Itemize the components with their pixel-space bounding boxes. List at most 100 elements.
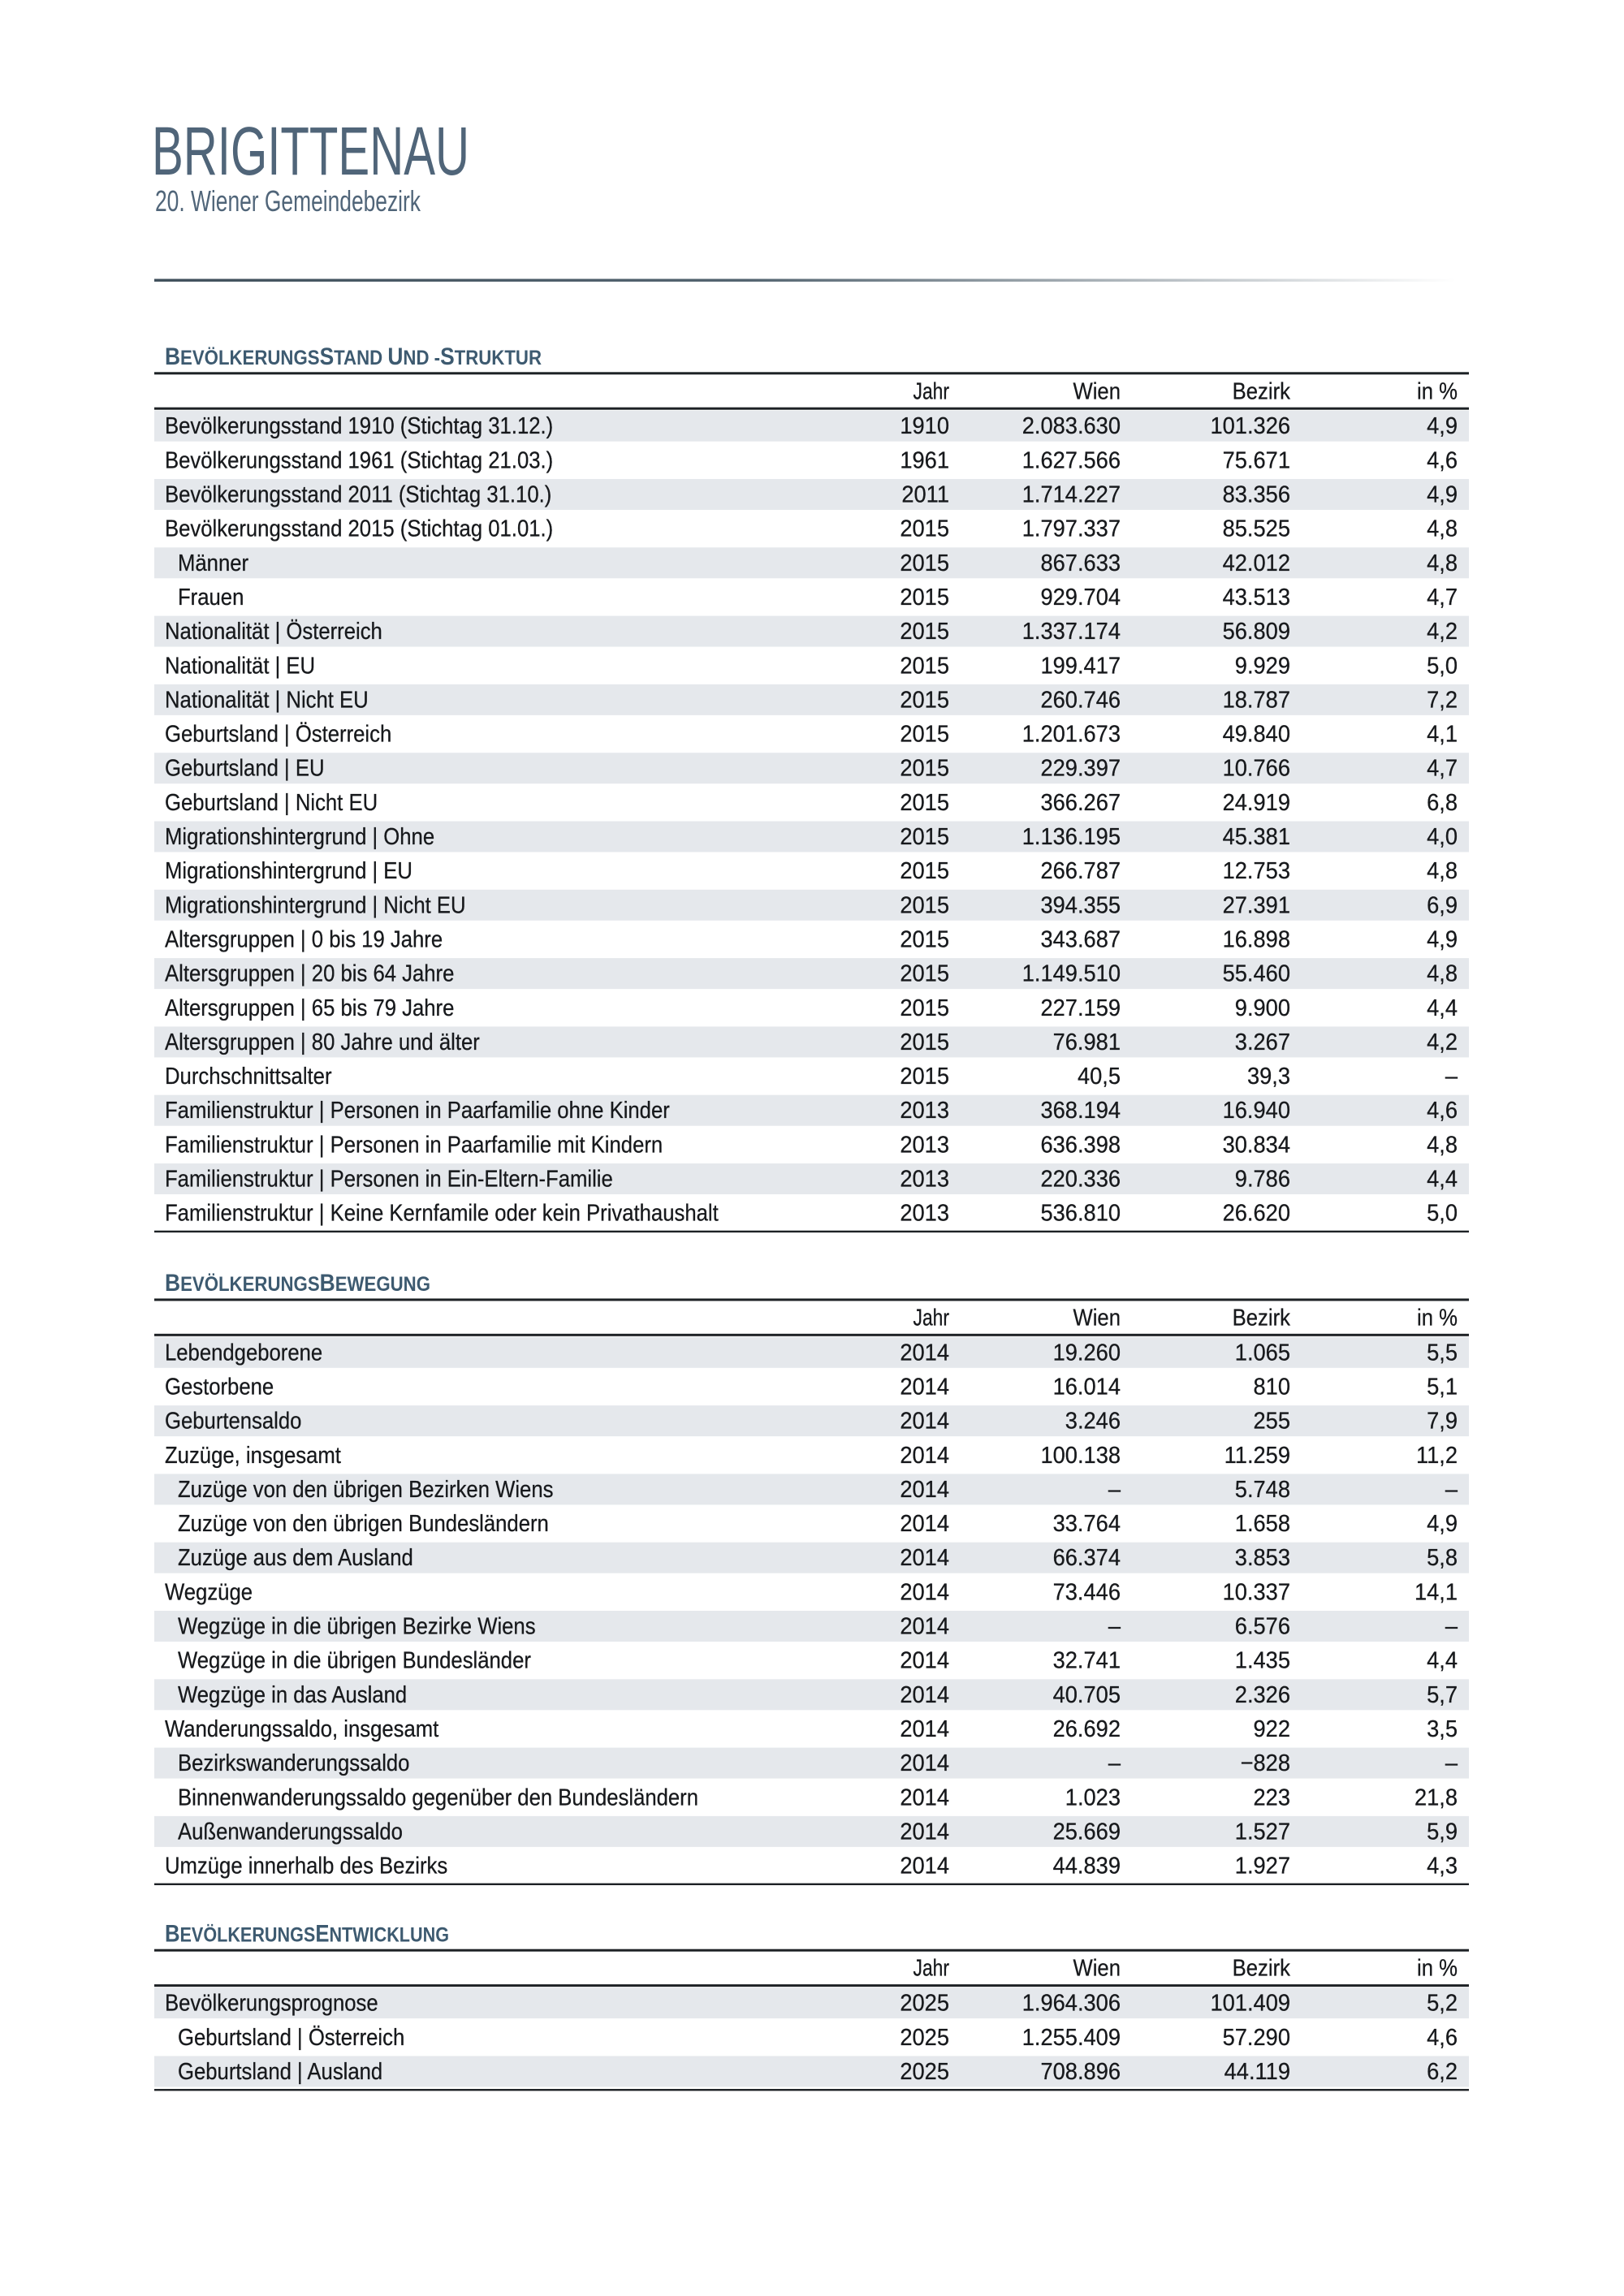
svg-text:Bezirk: Bezirk (1233, 1305, 1291, 1331)
svg-text:Familienstruktur | Keine Kernf: Familienstruktur | Keine Kernfamile oder… (165, 1201, 719, 1227)
svg-text:1910: 1910 (900, 413, 949, 439)
svg-text:–: – (1108, 1477, 1121, 1503)
svg-text:–: – (1108, 1750, 1121, 1776)
svg-text:Migrationshintergrund | Ohne: Migrationshintergrund | Ohne (165, 824, 434, 850)
svg-text:49.840: 49.840 (1223, 722, 1290, 748)
svg-text:2014: 2014 (900, 1750, 949, 1776)
svg-text:636.398: 636.398 (1041, 1132, 1121, 1158)
svg-text:2015: 2015 (900, 1064, 949, 1090)
svg-text:Geburtsland | EU: Geburtsland | EU (165, 756, 324, 782)
svg-text:Familienstruktur | Personen in: Familienstruktur | Personen in Paarfamil… (165, 1098, 670, 1124)
svg-text:2013: 2013 (900, 1201, 949, 1227)
svg-text:Altersgruppen | 0 bis 19 Jahre: Altersgruppen | 0 bis 19 Jahre (165, 926, 443, 952)
svg-text:4,8: 4,8 (1427, 961, 1458, 987)
svg-text:–: – (1445, 1614, 1458, 1640)
svg-text:2014: 2014 (900, 1854, 949, 1880)
svg-text:40,5: 40,5 (1078, 1064, 1121, 1090)
svg-text:4,1: 4,1 (1427, 722, 1458, 748)
svg-text:Altersgruppen | 65 bis 79 Jahr: Altersgruppen | 65 bis 79 Jahre (165, 995, 454, 1021)
svg-text:1961: 1961 (900, 447, 949, 473)
svg-text:4,2: 4,2 (1427, 619, 1458, 645)
svg-text:Bezirk: Bezirk (1233, 378, 1291, 404)
svg-text:227.159: 227.159 (1041, 995, 1121, 1021)
svg-text:1.527: 1.527 (1235, 1819, 1290, 1845)
svg-text:2013: 2013 (900, 1167, 949, 1193)
svg-text:3.246: 3.246 (1065, 1409, 1121, 1435)
svg-text:266.787: 266.787 (1041, 858, 1121, 884)
svg-text:2014: 2014 (900, 1374, 949, 1400)
svg-text:Migrationshintergrund | EU: Migrationshintergrund | EU (165, 858, 412, 884)
svg-text:Nationalität | Österreich: Nationalität | Österreich (165, 619, 382, 645)
svg-text:16.940: 16.940 (1223, 1098, 1290, 1124)
svg-text:5,9: 5,9 (1427, 1819, 1458, 1845)
svg-text:4,8: 4,8 (1427, 1132, 1458, 1158)
svg-text:2015: 2015 (900, 961, 949, 987)
svg-text:66.374: 66.374 (1053, 1545, 1121, 1571)
svg-text:Männer: Männer (178, 550, 248, 576)
svg-text:11.259: 11.259 (1224, 1443, 1290, 1469)
svg-text:2025: 2025 (900, 2059, 949, 2085)
svg-text:2014: 2014 (900, 1340, 949, 1366)
svg-text:Wegzüge in die übrigen Bundesl: Wegzüge in die übrigen Bundesländer (178, 1648, 531, 1674)
svg-text:199.417: 199.417 (1041, 653, 1121, 679)
svg-text:2.326: 2.326 (1235, 1682, 1290, 1708)
svg-text:Bevölkerungsstand 1961 (Sticht: Bevölkerungsstand 1961 (Stichtag 21.03.) (165, 447, 553, 473)
svg-text:260.746: 260.746 (1041, 687, 1121, 713)
svg-text:in %: in % (1417, 378, 1458, 404)
svg-text:39,3: 39,3 (1247, 1064, 1290, 1090)
svg-text:19.260: 19.260 (1053, 1340, 1121, 1366)
svg-text:BEVÖLKERUNGSSTAND UND -STRUKTU: BEVÖLKERUNGSSTAND UND -STRUKTUR (165, 343, 542, 370)
svg-text:11,2: 11,2 (1416, 1443, 1458, 1469)
svg-text:708.896: 708.896 (1041, 2059, 1121, 2085)
svg-text:25.669: 25.669 (1053, 1819, 1121, 1845)
svg-text:4,6: 4,6 (1427, 447, 1458, 473)
svg-text:3.853: 3.853 (1235, 1545, 1290, 1571)
svg-text:2014: 2014 (900, 1443, 949, 1469)
svg-text:26.620: 26.620 (1223, 1201, 1290, 1227)
svg-text:1.627.566: 1.627.566 (1022, 447, 1121, 473)
svg-text:Wegzüge in das Ausland: Wegzüge in das Ausland (178, 1682, 407, 1708)
svg-text:30.834: 30.834 (1223, 1132, 1290, 1158)
svg-text:1.435: 1.435 (1235, 1648, 1290, 1674)
svg-text:Jahr: Jahr (914, 1956, 950, 1982)
svg-text:2015: 2015 (900, 619, 949, 645)
svg-text:2015: 2015 (900, 926, 949, 952)
svg-text:229.397: 229.397 (1041, 756, 1121, 782)
svg-text:Wegzüge in die übrigen Bezirke: Wegzüge in die übrigen Bezirke Wiens (178, 1614, 536, 1640)
svg-text:Wien: Wien (1073, 378, 1121, 404)
svg-text:4,6: 4,6 (1427, 1098, 1458, 1124)
svg-text:Frauen: Frauen (178, 585, 244, 611)
svg-text:7,2: 7,2 (1427, 687, 1458, 713)
svg-text:Wien: Wien (1073, 1956, 1121, 1982)
svg-text:21,8: 21,8 (1415, 1785, 1458, 1810)
svg-text:4,3: 4,3 (1427, 1854, 1458, 1880)
svg-text:220.336: 220.336 (1041, 1167, 1121, 1193)
svg-text:2014: 2014 (900, 1409, 949, 1435)
svg-text:BEVÖLKERUNGSBEWEGUNG: BEVÖLKERUNGSBEWEGUNG (165, 1270, 430, 1297)
svg-text:1.255.409: 1.255.409 (1022, 2025, 1121, 2051)
svg-text:2015: 2015 (900, 790, 949, 816)
svg-text:Zuzüge aus dem Ausland: Zuzüge aus dem Ausland (178, 1545, 413, 1571)
svg-text:4,8: 4,8 (1427, 858, 1458, 884)
svg-text:BRIGITTENAU: BRIGITTENAU (152, 113, 469, 189)
svg-text:−828: −828 (1241, 1750, 1290, 1776)
svg-text:255: 255 (1254, 1409, 1290, 1435)
svg-text:4,9: 4,9 (1427, 482, 1458, 508)
svg-text:922: 922 (1254, 1716, 1290, 1742)
svg-text:536.810: 536.810 (1041, 1201, 1121, 1227)
svg-text:2014: 2014 (900, 1477, 949, 1503)
svg-text:85.525: 85.525 (1223, 516, 1290, 542)
svg-text:2025: 2025 (900, 1991, 949, 2017)
svg-text:343.687: 343.687 (1041, 926, 1121, 952)
svg-text:2014: 2014 (900, 1682, 949, 1708)
svg-text:2014: 2014 (900, 1716, 949, 1742)
svg-text:2015: 2015 (900, 1029, 949, 1055)
svg-text:14,1: 14,1 (1415, 1579, 1458, 1605)
svg-text:Familienstruktur | Personen in: Familienstruktur | Personen in Paarfamil… (165, 1132, 663, 1158)
svg-text:1.964.306: 1.964.306 (1022, 1991, 1121, 2017)
svg-text:4,2: 4,2 (1427, 1029, 1458, 1055)
svg-text:2014: 2014 (900, 1614, 949, 1640)
svg-text:366.267: 366.267 (1041, 790, 1121, 816)
svg-text:2025: 2025 (900, 2025, 949, 2051)
svg-text:1.927: 1.927 (1235, 1854, 1290, 1880)
